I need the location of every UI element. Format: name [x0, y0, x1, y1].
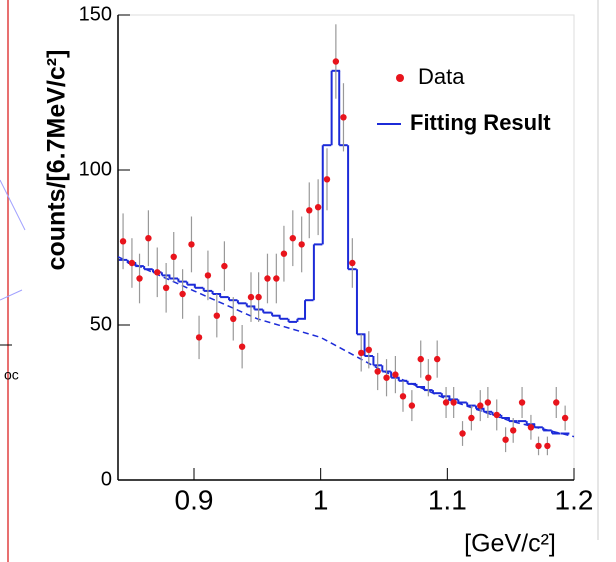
data-point: [493, 411, 500, 419]
data-point: [204, 272, 212, 279]
data-point: [238, 343, 246, 350]
data-point: [358, 349, 365, 357]
data-point: [255, 293, 262, 301]
legend-label: Fitting Result: [410, 110, 551, 135]
data-point: [434, 355, 441, 363]
data-point: [518, 399, 526, 406]
plot-frame: [117, 14, 575, 481]
data-point: [459, 430, 466, 437]
data-point: [221, 262, 228, 270]
data-point: [298, 241, 305, 248]
data-point: [502, 436, 509, 443]
data-point: [136, 275, 143, 282]
x-tick-label: 1: [313, 484, 329, 515]
data-point: [477, 402, 484, 409]
y-tick-label: 100: [79, 158, 112, 180]
data-point: [213, 312, 220, 319]
legend-marker: [396, 74, 404, 82]
data-point: [544, 442, 551, 450]
data-point: [247, 293, 255, 301]
data-point: [188, 241, 195, 248]
data-point: [561, 414, 569, 422]
y-tick-label: 150: [79, 3, 112, 25]
y-tick-label: 0: [101, 468, 112, 490]
data-point: [306, 207, 313, 214]
data-point: [273, 275, 280, 282]
legend-label: Data: [418, 64, 465, 89]
data-point: [468, 414, 475, 422]
data-point: [442, 399, 450, 406]
data-point: [408, 402, 416, 409]
data-point: [417, 355, 424, 363]
data-point: [154, 269, 161, 276]
data-point: [425, 374, 432, 381]
data-point: [195, 334, 203, 341]
background-curve: [117, 256, 575, 438]
data-point: [289, 235, 296, 242]
fragment-line: [0, 289, 23, 301]
data-point: [145, 235, 152, 242]
data-point: [323, 176, 331, 183]
data-point: [553, 399, 560, 406]
data-point: [340, 114, 347, 121]
data-point: [332, 58, 340, 65]
data-point: [170, 253, 177, 260]
data-point: [392, 371, 399, 378]
data-point: [450, 399, 457, 406]
data-point: [179, 290, 186, 298]
x-axis-label: [GeV/c²]: [464, 530, 556, 558]
data-point: [510, 427, 517, 434]
x-tick-label: 1.1: [428, 484, 467, 515]
data-point: [264, 275, 271, 282]
fragment-line: [0, 179, 26, 231]
data-point: [399, 393, 407, 400]
y-axis-label: counts/[6.7MeV/c²]: [43, 50, 71, 271]
data-point: [162, 284, 170, 291]
x-tick-label: 1.2: [555, 484, 594, 515]
data-point: [119, 238, 127, 245]
data-point: [280, 250, 288, 257]
data-point: [383, 374, 390, 381]
x-tick-label: 0.9: [175, 484, 214, 515]
data-point: [484, 399, 492, 406]
data-point: [374, 368, 381, 375]
data-point: [365, 346, 372, 353]
data-point: [230, 315, 237, 322]
y-tick-label: 50: [90, 313, 112, 335]
data-point: [349, 259, 356, 267]
data-point: [527, 424, 535, 431]
fragment-text: oc: [4, 367, 19, 383]
data-point: [314, 204, 322, 211]
data-point: [128, 259, 136, 267]
data-point: [535, 442, 542, 450]
